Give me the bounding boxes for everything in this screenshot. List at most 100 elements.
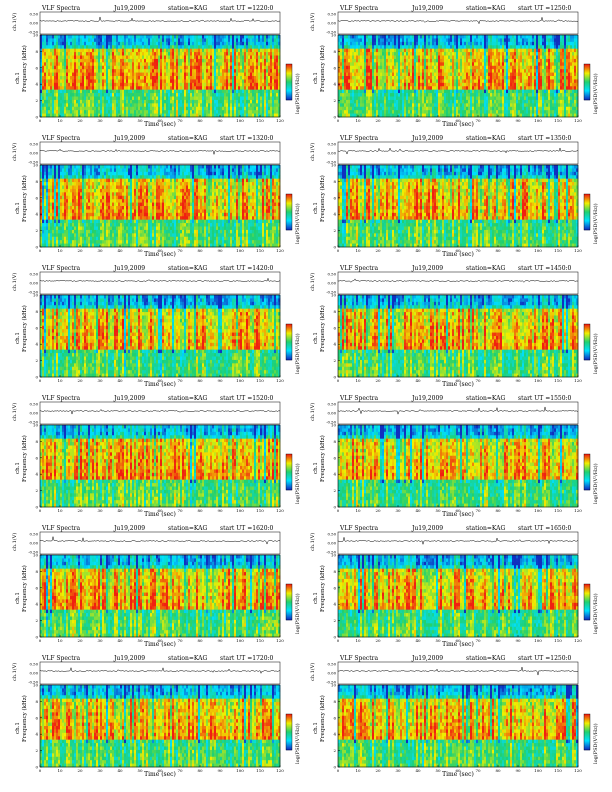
time-tick-label: 30 [97, 118, 103, 123]
heatmap-cell [392, 72, 395, 77]
heatmap-cell [278, 72, 281, 77]
freq-tick-label: 8 [35, 49, 38, 54]
heatmap-cell [90, 76, 93, 80]
heatmap-cell [362, 110, 365, 114]
heatmap-cell [236, 76, 239, 80]
heatmap-cell [226, 99, 229, 104]
heatmap-cell [122, 62, 125, 67]
heatmap-cell [242, 99, 245, 104]
heatmap-cell [372, 106, 375, 111]
heatmap-cell [256, 96, 259, 101]
heatmap-cell [140, 69, 143, 73]
heatmap-cell [390, 52, 393, 56]
heatmap-cell [444, 103, 447, 108]
heatmap-cell [168, 52, 171, 56]
heatmap-cell [108, 110, 111, 114]
heatmap-cell [368, 45, 371, 49]
heatmap-cell [76, 103, 79, 108]
heatmap-cell [120, 86, 123, 90]
heatmap-cell [208, 38, 211, 43]
heatmap-cell [462, 79, 465, 84]
heatmap-cell [110, 58, 113, 63]
heatmap-cell [124, 96, 127, 101]
heatmap-cell [270, 69, 273, 73]
heatmap-cell [494, 82, 497, 87]
heatmap-cell [360, 103, 363, 108]
heatmap-cell [206, 110, 209, 114]
heatmap-cell [494, 79, 497, 84]
heatmap-cell [116, 93, 119, 97]
heatmap-cell [72, 65, 75, 70]
heatmap-cell [366, 41, 369, 46]
heatmap-cell [358, 62, 361, 67]
heatmap-cell [398, 110, 401, 114]
heatmap-cell [484, 89, 487, 94]
heatmap-cell [168, 45, 171, 49]
heatmap-cell [244, 58, 247, 63]
heatmap-cell [358, 52, 361, 56]
heatmap-cell [56, 93, 59, 97]
heatmap-cell [188, 72, 191, 77]
heatmap-cell [394, 69, 397, 73]
heatmap-cell [264, 48, 267, 53]
heatmap-cell [132, 45, 135, 49]
heatmap-cell [352, 38, 355, 43]
heatmap-cell [458, 96, 461, 101]
heatmap-cell [152, 106, 155, 111]
heatmap-cell [496, 99, 499, 104]
heatmap-cell [468, 35, 471, 39]
heatmap-cell [154, 86, 157, 90]
heatmap-cell [352, 52, 355, 56]
heatmap-cell [182, 72, 185, 77]
heatmap-cell [502, 96, 505, 101]
heatmap-cell [76, 41, 79, 46]
heatmap-cell [178, 52, 181, 56]
heatmap-cell [138, 110, 141, 114]
heatmap-cell [142, 65, 145, 70]
heatmap-cell [152, 58, 155, 63]
heatmap-cell [458, 76, 461, 80]
heatmap-cell [372, 55, 375, 60]
heatmap-cell [242, 82, 245, 87]
heatmap-cell [496, 113, 499, 118]
heatmap-cell [240, 52, 243, 56]
heatmap-cell [114, 62, 117, 67]
heatmap-cell [438, 106, 441, 111]
heatmap-cell [248, 113, 251, 118]
heatmap-cell [158, 72, 161, 77]
heatmap-cell [386, 99, 389, 104]
heatmap-cell [448, 55, 451, 60]
heatmap-cell [76, 45, 79, 49]
heatmap-cell [270, 96, 273, 101]
heatmap-cell [402, 58, 405, 63]
heatmap-cell [222, 89, 225, 94]
heatmap-cell [118, 55, 121, 60]
heatmap-cell [50, 89, 53, 94]
heatmap-cell [378, 52, 381, 56]
heatmap-cell [64, 45, 67, 49]
heatmap-cell [172, 38, 175, 43]
heatmap-cell [104, 52, 107, 56]
heatmap-cell [204, 65, 207, 70]
heatmap-cell [162, 110, 165, 114]
heatmap-cell [400, 96, 403, 101]
heatmap-cell [96, 79, 99, 84]
heatmap-cell [124, 62, 127, 67]
heatmap-cell [76, 62, 79, 67]
heatmap-cell [394, 65, 397, 70]
heatmap-cell [394, 89, 397, 94]
heatmap-cell [472, 35, 475, 39]
heatmap-cell [236, 110, 239, 114]
heatmap-cell [156, 52, 159, 56]
heatmap-cell [238, 52, 241, 56]
heatmap-cell [88, 45, 91, 49]
heatmap-cell [388, 110, 391, 114]
heatmap-cell [210, 110, 213, 114]
heatmap-cell [62, 82, 65, 87]
heatmap-cell [476, 38, 479, 43]
heatmap-cell [368, 48, 371, 53]
heatmap-cell [418, 96, 421, 101]
heatmap-cell [454, 76, 457, 80]
heatmap-cell [262, 113, 265, 118]
heatmap-cell [488, 89, 491, 94]
